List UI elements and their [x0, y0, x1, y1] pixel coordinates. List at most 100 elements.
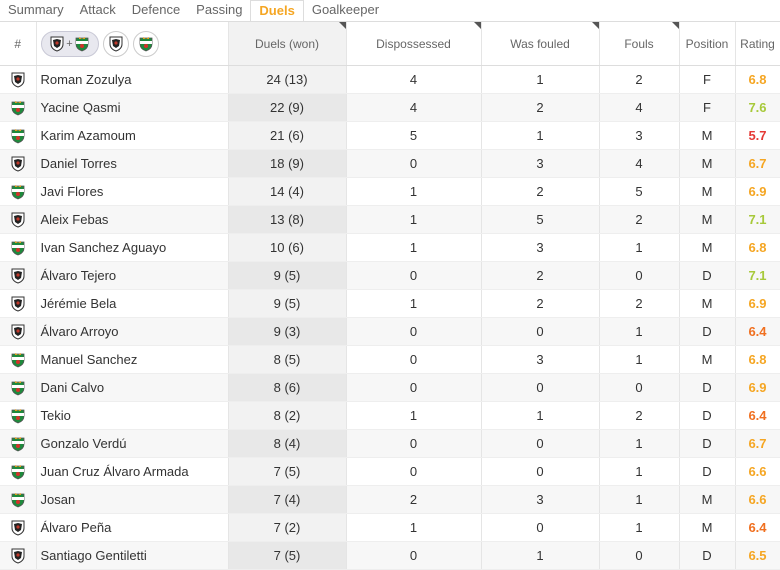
col-duels-header[interactable]: Duels (won) [228, 22, 347, 66]
table-row[interactable]: Aleix Febas 13 (8) 1 5 2 M 7.1 [0, 205, 780, 234]
was-fouled-value: 0 [481, 513, 600, 542]
fouls-value: 1 [599, 457, 680, 486]
tab-attack[interactable]: Attack [79, 2, 116, 17]
was-fouled-value: 2 [481, 177, 600, 206]
was-fouled-value: 5 [481, 205, 600, 234]
position-value: D [679, 317, 736, 346]
table-row[interactable]: Álvaro Tejero 9 (5) 0 2 0 D 7.1 [0, 261, 780, 290]
player-name[interactable]: Manuel Sanchez [36, 345, 229, 374]
tab-defence[interactable]: Defence [131, 2, 181, 17]
table-row[interactable]: Gonzalo Verdú 8 (4) 0 0 1 D 6.7 [0, 429, 780, 458]
player-name[interactable]: Álvaro Peña [36, 513, 229, 542]
elche-crest-icon [11, 100, 25, 116]
table-row[interactable]: Jérémie Bela 9 (5) 1 2 2 M 6.9 [0, 289, 780, 318]
table-row[interactable]: Ivan Sanchez Aguayo 10 (6) 1 3 1 M 6.8 [0, 233, 780, 262]
team-crest-cell [0, 121, 37, 150]
rating-value: 6.4 [735, 317, 780, 346]
player-name[interactable]: Yacine Qasmi [36, 93, 229, 122]
player-name[interactable]: Álvaro Arroyo [36, 317, 229, 346]
rating-value: 6.6 [735, 457, 780, 486]
table-row[interactable]: Santiago Gentiletti 7 (5) 0 1 0 D 6.5 [0, 541, 780, 570]
player-name[interactable]: Javi Flores [36, 177, 229, 206]
player-name[interactable]: Tekio [36, 401, 229, 430]
team-filter-albacete-button[interactable] [102, 30, 129, 57]
player-name[interactable]: Roman Zozulya [36, 65, 229, 94]
tab-passing[interactable]: Passing [196, 2, 243, 17]
col-rating-header[interactable]: Rating [735, 22, 780, 66]
col-was-fouled-header[interactable]: Was fouled [481, 22, 600, 66]
player-name[interactable]: Dani Calvo [36, 373, 229, 402]
rating-value: 7.1 [735, 261, 780, 290]
table-row[interactable]: Manuel Sanchez 8 (5) 0 3 1 M 6.8 [0, 345, 780, 374]
was-fouled-value: 2 [481, 93, 600, 122]
albacete-crest-icon [50, 36, 64, 52]
position-value: M [679, 121, 736, 150]
fouls-value: 0 [599, 261, 680, 290]
albacete-crest-icon [11, 548, 25, 564]
table-row[interactable]: Roman Zozulya 24 (13) 4 1 2 F 6.8 [0, 65, 780, 94]
tab-summary[interactable]: Summary [8, 2, 64, 17]
albacete-crest-icon [11, 268, 25, 284]
player-name[interactable]: Daniel Torres [36, 149, 229, 178]
dispossessed-value: 5 [346, 121, 482, 150]
position-value: M [679, 149, 736, 178]
team-filter-elche-button[interactable] [132, 30, 159, 57]
table-row[interactable]: Dani Calvo 8 (6) 0 0 0 D 6.9 [0, 373, 780, 402]
was-fouled-value: 1 [481, 401, 600, 430]
player-name[interactable]: Aleix Febas [36, 205, 229, 234]
was-fouled-value: 3 [481, 485, 600, 514]
rating-value: 6.4 [735, 401, 780, 430]
player-name[interactable]: Santiago Gentiletti [36, 541, 229, 570]
tab-duels[interactable]: Duels [250, 0, 304, 22]
table-row[interactable]: Tekio 8 (2) 1 1 2 D 6.4 [0, 401, 780, 430]
player-stats-table: # + Duels (won) Dispossess [0, 22, 780, 570]
was-fouled-value: 1 [481, 65, 600, 94]
table-row[interactable]: Álvaro Arroyo 9 (3) 0 0 1 D 6.4 [0, 317, 780, 346]
team-filter-both-button[interactable]: + [40, 30, 99, 57]
col-position-header[interactable]: Position [679, 22, 736, 66]
tab-goalkeeper[interactable]: Goalkeeper [311, 2, 380, 17]
player-name[interactable]: Josan [36, 485, 229, 514]
player-name[interactable]: Álvaro Tejero [36, 261, 229, 290]
table-row[interactable]: Josan 7 (4) 2 3 1 M 6.6 [0, 485, 780, 514]
table-row[interactable]: Álvaro Peña 7 (2) 1 0 1 M 6.4 [0, 513, 780, 542]
player-name[interactable]: Karim Azamoum [36, 121, 229, 150]
player-name[interactable]: Ivan Sanchez Aguayo [36, 233, 229, 262]
dispossessed-value: 0 [346, 149, 482, 178]
position-value: M [679, 233, 736, 262]
duels-value: 14 (4) [228, 177, 347, 206]
table-row[interactable]: Javi Flores 14 (4) 1 2 5 M 6.9 [0, 177, 780, 206]
col-dispossessed-header[interactable]: Dispossessed [346, 22, 482, 66]
position-value: M [679, 177, 736, 206]
col-fouls-header[interactable]: Fouls [599, 22, 680, 66]
table-row[interactable]: Karim Azamoum 21 (6) 5 1 3 M 5.7 [0, 121, 780, 150]
rating-value: 6.4 [735, 513, 780, 542]
dispossessed-value: 1 [346, 205, 482, 234]
duels-value: 8 (2) [228, 401, 347, 430]
rating-value: 6.8 [735, 233, 780, 262]
elche-crest-icon [75, 36, 89, 52]
elche-crest-icon [11, 352, 25, 368]
table-row[interactable]: Daniel Torres 18 (9) 0 3 4 M 6.7 [0, 149, 780, 178]
team-crest-cell [0, 205, 37, 234]
player-name[interactable]: Gonzalo Verdú [36, 429, 229, 458]
albacete-crest-icon [11, 212, 25, 228]
duels-value: 21 (6) [228, 121, 347, 150]
table-row[interactable]: Yacine Qasmi 22 (9) 4 2 4 F 7.6 [0, 93, 780, 122]
team-crest-cell [0, 233, 37, 262]
elche-crest-icon [11, 128, 25, 144]
dispossessed-value: 1 [346, 401, 482, 430]
player-name[interactable]: Juan Cruz Álvaro Armada [36, 457, 229, 486]
team-crest-cell [0, 289, 37, 318]
duels-value: 7 (5) [228, 457, 347, 486]
dispossessed-value: 1 [346, 233, 482, 262]
duels-value: 22 (9) [228, 93, 347, 122]
player-name[interactable]: Jérémie Bela [36, 289, 229, 318]
fouls-value: 1 [599, 317, 680, 346]
table-row[interactable]: Juan Cruz Álvaro Armada 7 (5) 0 0 1 D 6.6 [0, 457, 780, 486]
position-value: D [679, 429, 736, 458]
rating-value: 6.7 [735, 429, 780, 458]
fouls-value: 1 [599, 485, 680, 514]
team-crest-cell [0, 541, 37, 570]
rating-value: 5.7 [735, 121, 780, 150]
